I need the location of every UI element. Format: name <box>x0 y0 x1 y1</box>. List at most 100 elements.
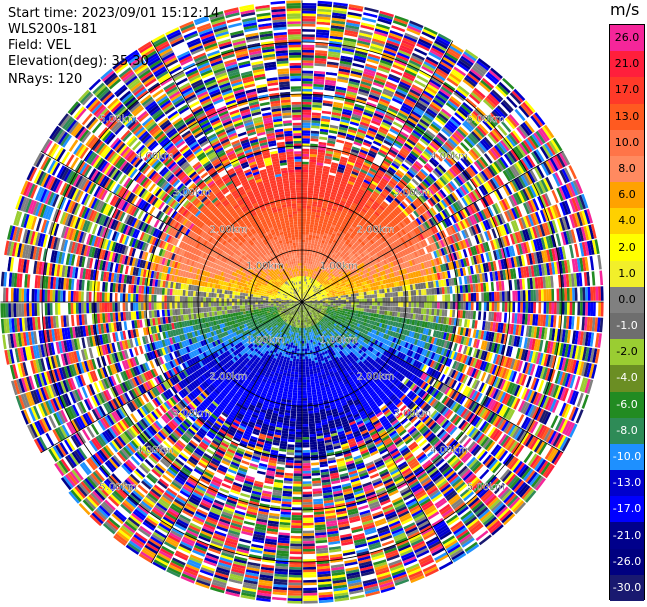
velocity-gate <box>592 302 596 317</box>
velocity-gate <box>302 294 304 297</box>
velocity-gate <box>431 44 446 54</box>
velocity-gate <box>303 281 306 284</box>
velocity-gate <box>368 94 380 101</box>
velocity-gate <box>326 147 334 152</box>
velocity-gate <box>307 190 314 194</box>
velocity-gate <box>314 183 321 187</box>
velocity-gate <box>404 121 415 130</box>
velocity-gate <box>390 146 400 154</box>
velocity-gate <box>364 223 370 229</box>
velocity-gate <box>316 21 331 26</box>
velocity-gate <box>481 138 492 149</box>
velocity-gate <box>336 136 346 142</box>
velocity-gate <box>302 140 310 144</box>
velocity-gate <box>338 188 345 193</box>
velocity-gate <box>311 284 315 288</box>
velocity-gate <box>335 88 346 94</box>
velocity-gate <box>400 107 411 115</box>
velocity-gate <box>336 257 341 262</box>
velocity-gate <box>436 92 448 102</box>
velocity-gate <box>525 290 529 302</box>
velocity-gate <box>347 11 362 17</box>
velocity-gate <box>339 60 352 66</box>
velocity-gate <box>361 246 367 251</box>
velocity-gate <box>340 297 344 300</box>
velocity-gate <box>333 303 336 306</box>
velocity-gate <box>304 247 308 251</box>
velocity-gate <box>458 276 463 285</box>
velocity-gate <box>398 151 407 159</box>
velocity-gate <box>421 65 434 74</box>
velocity-gate <box>360 81 372 87</box>
velocity-gate <box>383 88 395 95</box>
velocity-gate <box>305 295 308 299</box>
velocity-gate <box>323 243 328 248</box>
velocity-gate <box>302 8 317 12</box>
velocity-gate <box>397 291 401 297</box>
velocity-gate <box>318 223 323 227</box>
velocity-gate <box>305 296 308 299</box>
velocity-gate <box>311 278 314 282</box>
velocity-gate <box>302 91 313 95</box>
velocity-gate <box>438 63 452 73</box>
velocity-gate <box>486 71 500 83</box>
velocity-gate <box>405 172 413 180</box>
velocity-gate <box>358 308 362 312</box>
velocity-gate <box>302 286 304 290</box>
velocity-gate <box>338 204 344 210</box>
velocity-gate <box>370 195 377 201</box>
velocity-gate <box>302 148 310 152</box>
velocity-gate <box>372 38 386 45</box>
velocity-gate <box>437 302 440 309</box>
velocity-gate <box>388 104 400 112</box>
velocity-gate <box>373 235 379 242</box>
velocity-gate <box>362 164 370 170</box>
velocity-gate <box>363 12 378 18</box>
velocity-gate <box>430 157 440 166</box>
velocity-gate <box>370 43 384 50</box>
velocity-gate <box>388 222 395 228</box>
velocity-gate <box>325 276 329 280</box>
velocity-gate <box>491 110 503 122</box>
velocity-gate <box>489 131 500 143</box>
velocity-gate <box>443 173 451 182</box>
velocity-gate <box>340 118 350 124</box>
velocity-gate <box>434 302 438 309</box>
velocity-gate <box>452 302 456 310</box>
velocity-gate <box>309 250 313 254</box>
velocity-gate <box>302 65 314 69</box>
velocity-gate <box>362 114 372 120</box>
velocity-gate <box>302 234 306 238</box>
velocity-gate <box>506 115 518 128</box>
velocity-gate <box>390 69 403 76</box>
velocity-gate <box>321 118 331 123</box>
velocity-gate <box>413 307 417 314</box>
velocity-gate <box>448 98 460 108</box>
velocity-gate <box>350 225 356 231</box>
velocity-gate <box>327 53 340 58</box>
velocity-gate <box>355 226 361 231</box>
velocity-gate <box>328 46 342 51</box>
velocity-gate <box>442 302 445 309</box>
velocity-gate <box>414 199 421 207</box>
velocity-gate <box>314 260 318 264</box>
velocity-gate <box>399 191 407 199</box>
velocity-gate <box>319 189 326 193</box>
velocity-gate <box>347 230 353 235</box>
velocity-gate <box>363 179 371 185</box>
velocity-gate <box>363 9 379 16</box>
velocity-gate <box>369 298 373 302</box>
velocity-gate <box>305 226 310 230</box>
velocity-gate <box>313 273 316 277</box>
velocity-gate <box>392 210 399 217</box>
velocity-gate <box>307 195 313 199</box>
velocity-gate <box>303 289 305 292</box>
velocity-gate <box>447 100 459 110</box>
velocity-gate <box>334 91 346 96</box>
velocity-gate <box>342 290 346 294</box>
velocity-gate <box>319 218 324 222</box>
velocity-gate <box>324 87 335 92</box>
velocity-gate <box>357 40 371 46</box>
velocity-gate <box>305 289 308 293</box>
velocity-gate <box>305 289 307 293</box>
